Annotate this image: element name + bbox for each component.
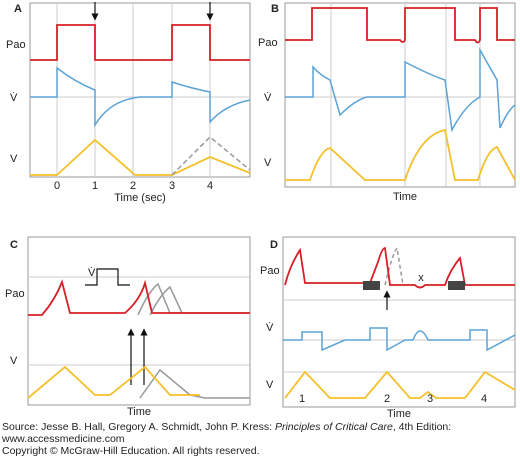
pressure-trace (30, 24, 250, 61)
panel-label: D (270, 239, 278, 251)
pressure-trace (285, 7, 515, 44)
panel-b: B Pao V̇ V Time (258, 2, 516, 203)
pao-label: Pao (5, 288, 25, 300)
x-axis-label: Time (sec) (114, 192, 166, 204)
volume-trace (284, 370, 516, 399)
source-line: Source: Jesse B. Hall, Gregory A. Schmid… (2, 421, 451, 433)
volume-trace (27, 365, 200, 399)
panel-label: C (10, 239, 18, 251)
pressure-alt (137, 282, 250, 316)
x-axis-label: Time (127, 406, 151, 418)
source-prefix: Source: Jesse B. Hall, Gregory A. Schmid… (2, 421, 275, 433)
grid (28, 276, 250, 366)
marker-label: x (418, 272, 424, 284)
inset-pulse (85, 268, 130, 286)
volume-label: V (10, 355, 18, 367)
pao-label: Pao (260, 265, 280, 277)
frame (284, 2, 516, 188)
source-url: www.accessmedicine.com (1, 433, 125, 445)
pressure-trace (28, 279, 250, 316)
breath-label: 4 (481, 393, 487, 405)
x-axis-label: Time (387, 408, 411, 420)
frame (29, 2, 251, 178)
book-title: Principles of Critical Care (275, 421, 393, 433)
panel-label: B (271, 3, 279, 15)
pao-label: Pao (6, 39, 26, 51)
x-axis-label: Time (393, 191, 417, 203)
block (363, 281, 380, 290)
tick-label: 1 (92, 180, 98, 192)
tick-label: 0 (54, 180, 60, 192)
tick-label: 3 (169, 180, 175, 192)
volume-label: V (10, 153, 18, 165)
breath-label: 3 (427, 393, 433, 405)
grid (283, 299, 515, 373)
source-suffix: , 4th Edition: (393, 421, 451, 433)
pao-label: Pao (258, 37, 278, 49)
flow-trace (285, 47, 516, 133)
grid (30, 3, 250, 177)
volume-dashed (171, 135, 251, 176)
frame (282, 236, 516, 408)
flow-label: V̇ (266, 321, 274, 334)
breath-label: 1 (299, 393, 305, 405)
volume-alt (139, 368, 250, 399)
volume-trace (285, 128, 516, 181)
volume-label: V (266, 379, 274, 391)
panel-d: x D Pao V̇ V 1 2 3 4 Time (260, 236, 516, 420)
panel-label: A (14, 3, 22, 15)
block (448, 281, 465, 290)
frame (27, 236, 251, 406)
breath-label: 2 (384, 393, 390, 405)
volume-trace (30, 138, 251, 176)
tick-label: 4 (207, 180, 213, 192)
copyright: Copyright © McGraw-Hill Education. All r… (2, 445, 260, 457)
flow-label: V̇ (10, 91, 18, 104)
pressure-trace (284, 247, 515, 289)
panel-c: V̇ C Pao V Time (5, 236, 251, 418)
volume-label: V (264, 157, 272, 169)
flow-label: V̇ (264, 91, 272, 104)
inset-label: V̇ (88, 266, 96, 279)
flow-trace (30, 66, 251, 128)
tick-label: 2 (130, 180, 136, 192)
flow-trace (283, 327, 516, 352)
panel-a: A Pao V̇ V 0 1 2 3 4 Time (sec) (6, 2, 251, 204)
